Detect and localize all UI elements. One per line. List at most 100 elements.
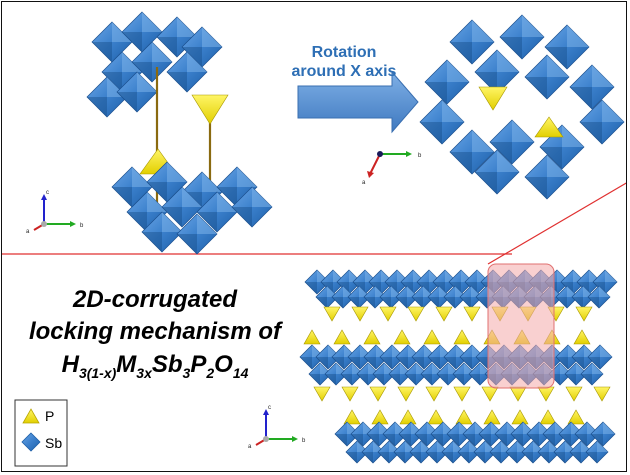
sb-octahedron [587, 344, 613, 370]
p-tetrahedron [393, 329, 411, 345]
sb-octahedron [366, 421, 392, 447]
p-tetrahedron [191, 94, 229, 125]
sb-octahedron [473, 440, 497, 464]
p-tetrahedron [435, 306, 453, 322]
crystal-structure-side-view [86, 11, 273, 255]
sb-octahedron [363, 285, 387, 309]
sb-octahedron [304, 269, 330, 295]
sb-octahedron [558, 421, 584, 447]
p-tetrahedron [397, 386, 415, 402]
svg-text:c: c [46, 190, 49, 196]
sb-octahedron [166, 51, 208, 93]
sb-octahedron [544, 24, 590, 70]
sb-octahedron [141, 211, 183, 253]
sb-octahedron [569, 440, 593, 464]
p-tetrahedron-icon [22, 408, 40, 424]
p-tetrahedron [567, 409, 585, 425]
p-tetrahedron [399, 409, 417, 425]
sb-octahedron [590, 421, 616, 447]
sb-octahedron [457, 440, 481, 464]
sb-octahedron [468, 362, 492, 386]
sb-octahedron [424, 59, 470, 105]
p-tetrahedron [463, 306, 481, 322]
sb-octahedron [441, 440, 465, 464]
sb-octahedron [449, 129, 495, 175]
divider-lines [2, 182, 626, 265]
sb-octahedron [377, 440, 401, 464]
sb-octahedron [574, 421, 600, 447]
sb-octahedron [462, 421, 488, 447]
p-tetrahedron [593, 386, 611, 402]
sb-octahedron [542, 421, 568, 447]
p-tetrahedron [363, 329, 381, 345]
sb-octahedron [379, 344, 405, 370]
highlight-region [487, 263, 555, 389]
p-tetrahedron [371, 409, 389, 425]
p-tetrahedron [313, 386, 331, 402]
legend: P Sb [14, 399, 68, 467]
p-tetrahedron [427, 409, 445, 425]
sb-octahedron [331, 285, 355, 309]
sb-octahedron [587, 285, 611, 309]
rotation-label-line2: around X axis [292, 63, 397, 80]
caption: 2D-corrugated locking mechanism of H3(1-… [29, 286, 283, 381]
rotation-label-line1: Rotation [312, 44, 377, 61]
sb-octahedron [420, 362, 444, 386]
caption-line2: locking mechanism of [29, 318, 283, 345]
sb-octahedron [308, 362, 332, 386]
p-tetrahedron [455, 409, 473, 425]
sb-octahedron [524, 54, 570, 100]
sb-octahedron [372, 362, 396, 386]
p-tetrahedron [534, 116, 564, 138]
sb-octahedron [474, 149, 520, 195]
axis-triad-2: a b [362, 151, 422, 186]
p-tetrahedron [323, 306, 341, 322]
sb-octahedron [592, 269, 618, 295]
caption-formula: H3(1-x)M3xSb3P2O14 [62, 351, 249, 381]
sb-octahedron [449, 19, 495, 65]
p-tetrahedron [575, 306, 593, 322]
p-tetrahedron [539, 409, 557, 425]
p-tetrahedron [453, 329, 471, 345]
sb-octahedron [345, 440, 369, 464]
p-tetrahedron [407, 306, 425, 322]
sb-octahedron [324, 362, 348, 386]
sb-octahedron [526, 421, 552, 447]
sb-octahedron [382, 421, 408, 447]
crystal-structure-rotated-view [419, 14, 625, 200]
legend-label-p: P [45, 408, 54, 424]
p-tetrahedron [573, 329, 591, 345]
svg-text:c: c [268, 405, 271, 411]
sb-octahedron [489, 119, 535, 165]
sb-octahedron [571, 285, 595, 309]
p-tetrahedron [341, 386, 359, 402]
svg-text:b: b [80, 223, 84, 229]
sb-octahedron [116, 71, 158, 113]
p-tetrahedron [537, 386, 555, 402]
sb-octahedron [505, 440, 529, 464]
sb-octahedron [494, 421, 520, 447]
sb-octahedron [419, 99, 465, 145]
sb-octahedron [459, 344, 485, 370]
rotation-arrow: Rotation around X axis [292, 44, 419, 134]
p-tetrahedron [565, 386, 583, 402]
p-tetrahedron [379, 306, 397, 322]
p-tetrahedron [333, 329, 351, 345]
p-tetrahedron [483, 409, 501, 425]
p-tetrahedron [369, 386, 387, 402]
p-tetrahedron [425, 386, 443, 402]
p-tetrahedron [511, 409, 529, 425]
sb-octahedron [361, 440, 385, 464]
p-tetrahedron [303, 329, 321, 345]
sb-octahedron [299, 344, 325, 370]
sb-octahedron [395, 344, 421, 370]
p-tetrahedron [423, 329, 441, 345]
sb-octahedron [499, 14, 545, 60]
p-tetrahedron [351, 306, 369, 322]
sb-octahedron [521, 440, 545, 464]
sb-octahedron [524, 154, 570, 200]
sb-octahedron [478, 421, 504, 447]
p-tetrahedron [509, 386, 527, 402]
